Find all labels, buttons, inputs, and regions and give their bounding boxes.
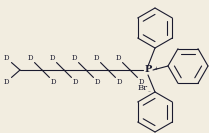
- Text: ⁻: ⁻: [148, 91, 151, 96]
- Text: D: D: [116, 54, 122, 62]
- Text: D: D: [116, 78, 122, 86]
- Text: D: D: [4, 78, 9, 86]
- Text: D: D: [4, 54, 9, 62]
- Text: D: D: [50, 54, 56, 62]
- Text: D: D: [94, 54, 99, 62]
- Text: Br: Br: [138, 84, 148, 92]
- Text: D: D: [138, 78, 144, 86]
- Text: P: P: [144, 65, 152, 74]
- Text: D: D: [73, 78, 78, 86]
- Text: +: +: [153, 66, 158, 71]
- Text: D: D: [28, 54, 34, 62]
- Text: D: D: [94, 78, 100, 86]
- Text: D: D: [50, 78, 56, 86]
- Text: D: D: [72, 54, 78, 62]
